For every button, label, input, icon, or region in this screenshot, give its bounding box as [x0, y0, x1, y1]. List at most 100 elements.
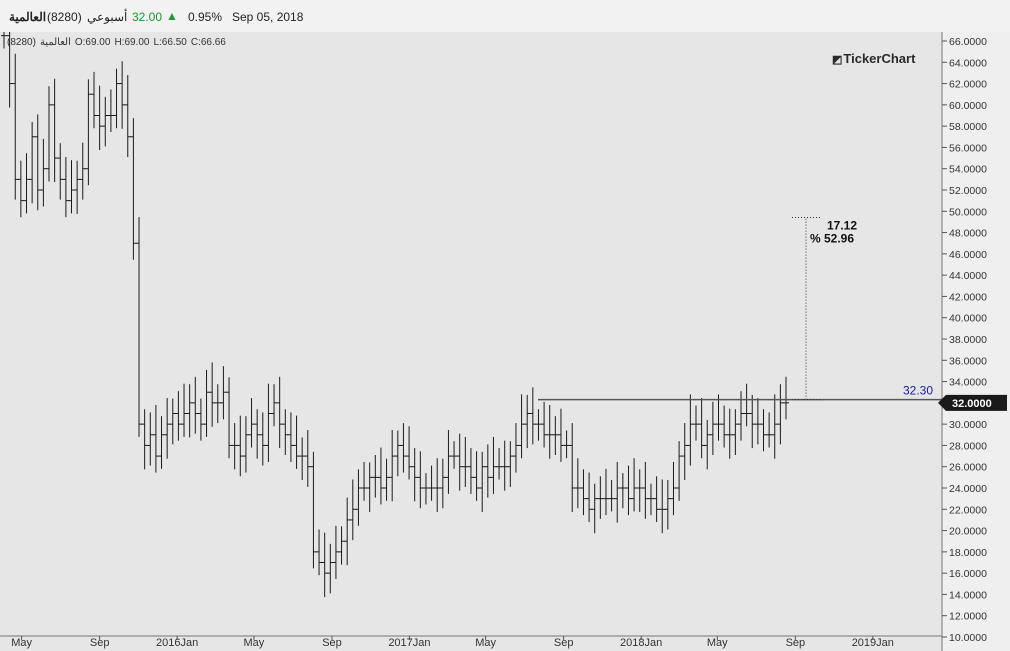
ohlc-bar: [647, 483, 654, 516]
y-tick-label: 66.0000: [949, 36, 987, 48]
y-tick-label: 64.0000: [949, 57, 987, 69]
ohlc-bar: [85, 79, 92, 186]
ohlc-bar: [102, 96, 109, 147]
ohlc-bar: [749, 394, 756, 449]
ohlc-bar: [12, 53, 19, 200]
y-tick-label: 38.0000: [949, 334, 987, 346]
chart-header: العالمية (8280) أسبوعي 32.00 ▲ 0.95% Sep…: [0, 0, 1010, 33]
ohlc-bar: [366, 462, 373, 512]
ohlc-bar: [304, 429, 311, 487]
y-tick-label: 14.0000: [949, 589, 987, 601]
ohlc-bar: [237, 415, 244, 477]
ohlc-bar: [248, 398, 255, 448]
ohlc-bar: [265, 383, 272, 462]
x-tick-label: Sep: [786, 637, 806, 649]
period-selector[interactable]: أسبوعي: [87, 10, 128, 24]
y-tick-label: 50.0000: [949, 206, 987, 218]
ohlc-bar: [614, 461, 621, 523]
ohlc-bar: [766, 412, 773, 448]
ohlc-bar: [147, 412, 154, 466]
ohlc-bar: [271, 384, 278, 427]
ohlc-bar: [327, 543, 334, 594]
y-tick-label: 12.0000: [949, 611, 987, 623]
ohlc-bar: [6, 32, 13, 108]
ohlc-bar: [692, 405, 699, 441]
ohlc-bar: [152, 404, 159, 473]
ohlc-bar: [316, 529, 323, 576]
ohlc-bar: [209, 362, 216, 427]
x-tick-label: 2019Jan: [852, 637, 894, 649]
ohlc-bar: [254, 409, 261, 459]
x-tick-label: Sep: [554, 637, 574, 649]
brand-name: TickerChart: [843, 51, 916, 66]
ohlc-bar: [383, 458, 390, 501]
ohlc-bar: [445, 429, 452, 494]
y-tick-label: 42.0000: [949, 291, 987, 303]
ohlc-bar: [642, 461, 649, 519]
ohlc-bar: [681, 423, 688, 481]
instrument-name[interactable]: العالمية: [9, 10, 47, 24]
ohlc-bar: [62, 157, 69, 218]
ohlc-bar: [709, 401, 716, 456]
x-tick-label: Sep: [90, 637, 110, 649]
ohlc-bar: [51, 78, 58, 183]
ohlc-bar: [698, 398, 705, 459]
ohlc-bar: [338, 526, 345, 565]
ohlc-bar: [361, 461, 368, 501]
x-tick-label: May: [11, 637, 32, 649]
chart-logo-icon: ◩: [832, 54, 843, 66]
ohlc-bar: [214, 384, 221, 424]
ohlc-bar: [631, 458, 638, 512]
ohlc-bar: [46, 86, 53, 182]
ohlc-low: L:66.50: [153, 37, 187, 48]
ohlc-bar: [783, 376, 789, 420]
ohlc-bar: [552, 416, 559, 456]
ohlc-high: H:69.00: [114, 37, 150, 48]
ohlc-bar: [456, 433, 463, 491]
y-axis: 10.0000 12.0000 14.0000 16.0000 18.0000 20.00…: [938, 32, 1010, 651]
ohlc-bar: [529, 387, 536, 445]
ohlc-bar: [608, 480, 615, 512]
ohlc-bar: [372, 455, 379, 498]
ohlc-bar: [726, 408, 733, 459]
ohlc-bar: [349, 479, 356, 541]
change-percent: 0.95%: [188, 10, 223, 24]
ohlc-bar: [321, 532, 328, 598]
ohlc-bar: [580, 469, 587, 516]
ohlc-bar: [597, 476, 604, 519]
ohlc-bar: [754, 398, 761, 445]
ohlc-bar: [484, 444, 491, 498]
ohlc-bar: [417, 451, 424, 509]
ohlc-bar: [23, 153, 30, 214]
ohlc-bar: [107, 89, 114, 132]
ohlc-bar: [439, 458, 446, 509]
ohlc-bar: [287, 412, 294, 462]
resistance-level-label: 32.30: [903, 384, 933, 398]
x-tick-label: 2018Jan: [620, 637, 662, 649]
ohlc-bar: [422, 473, 429, 505]
ohlc-bar: [732, 409, 739, 456]
ohlc-bar: [57, 143, 64, 200]
ohlc-bar: [119, 61, 126, 129]
price-bars: [1, 32, 789, 598]
measure-percent-label: % 52.96: [810, 231, 854, 245]
annotations: 32.30 17.12% 52.96: [538, 216, 942, 401]
ohlc-bar: [17, 160, 24, 218]
x-tick-label: May: [475, 637, 496, 649]
y-tick-label: 54.0000: [949, 164, 987, 176]
ohlc-bar: [332, 525, 339, 579]
measure-change-label: 17.12: [827, 218, 857, 232]
ohlc-bar: [164, 398, 171, 459]
ohlc-bar: [721, 405, 728, 448]
ohlc-bar: [743, 383, 750, 427]
ohlc-bar: [507, 441, 514, 487]
ohlc-bar: [282, 409, 289, 456]
x-tick-label: May: [707, 637, 728, 649]
instrument-code[interactable]: (8280): [47, 10, 82, 24]
ohlc-bar: [158, 416, 165, 469]
ohlc-bar: [535, 409, 542, 441]
y-tick-label: 22.0000: [949, 504, 987, 516]
ohlc-bar: [136, 217, 143, 437]
ohlc-bar: [400, 423, 407, 473]
